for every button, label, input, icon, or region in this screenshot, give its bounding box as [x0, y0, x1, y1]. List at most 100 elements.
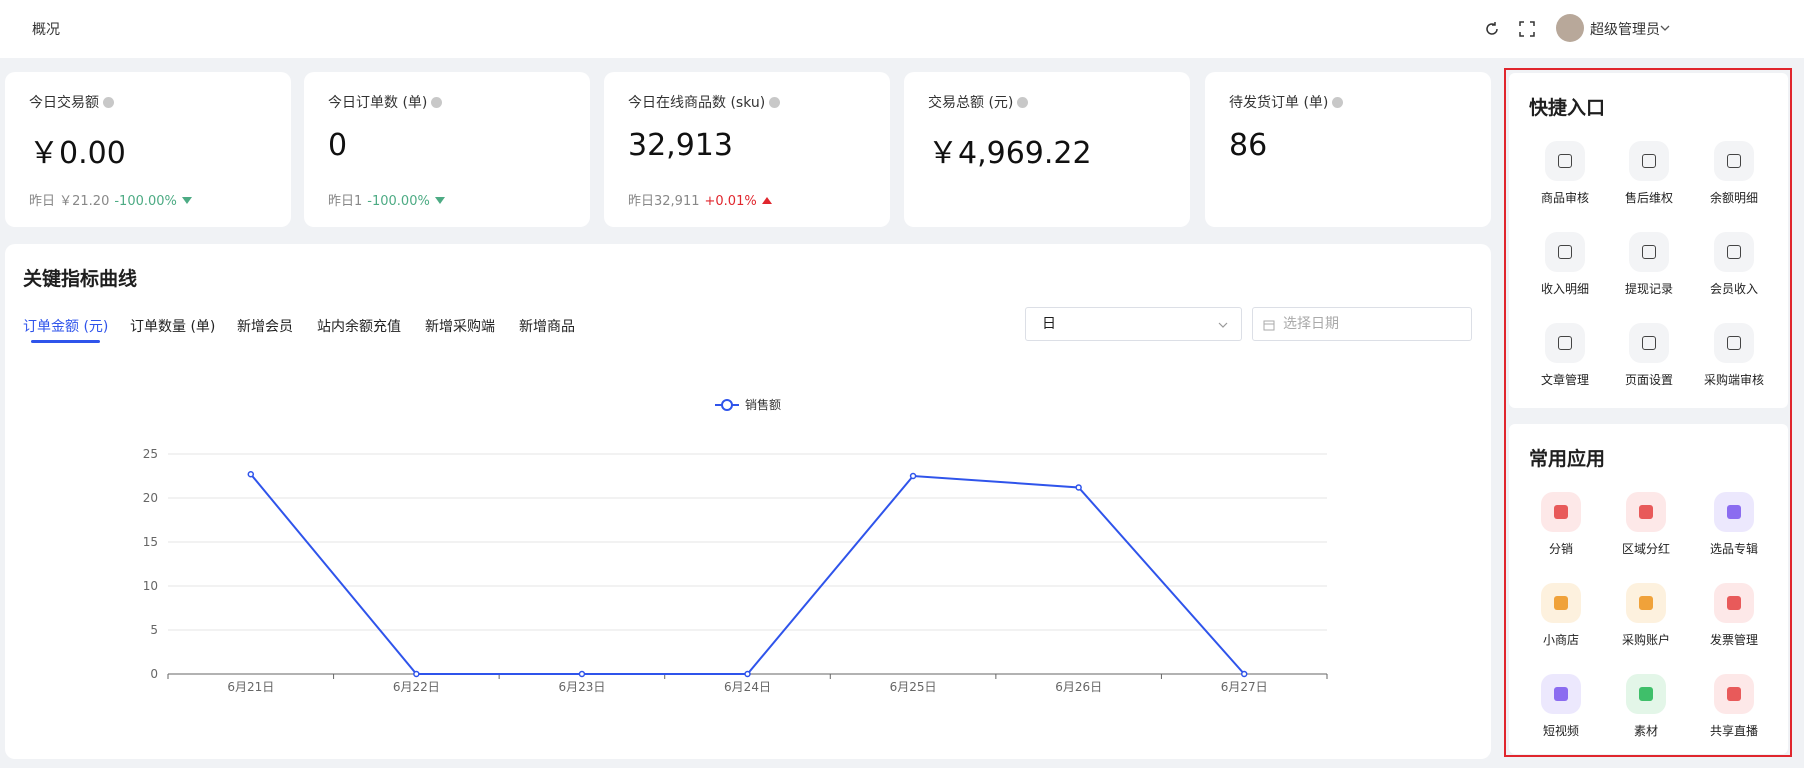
grid-item[interactable]: 会员收入	[1692, 232, 1776, 297]
grid-item[interactable]: 页面设置	[1607, 323, 1691, 388]
item-label: 采购账户	[1621, 633, 1670, 647]
data-point	[413, 670, 420, 678]
tab[interactable]: 新增会员	[237, 319, 293, 335]
quick-entry-title: 快捷入口	[1529, 97, 1606, 119]
item-label: 小商店	[1542, 633, 1579, 647]
top-bar: 概况 超级管理员	[0, 0, 1804, 58]
grid-item[interactable]: 区域分红	[1604, 492, 1688, 557]
avatar[interactable]	[1556, 14, 1584, 42]
date-placeholder: 选择日期	[1283, 316, 1339, 332]
tab[interactable]: 订单金额 (元)	[23, 316, 108, 343]
y-tick-label: 15	[143, 535, 158, 549]
info-icon	[103, 97, 114, 108]
stat-compare: 昨日32,911 +0.01%	[628, 190, 772, 209]
grid-item[interactable]: 分销	[1519, 492, 1603, 557]
tab[interactable]: 新增商品	[519, 319, 575, 335]
date-picker[interactable]: 选择日期	[1252, 307, 1472, 341]
select-arrow	[1218, 322, 1228, 328]
item-icon	[1626, 583, 1666, 623]
line-chart: 0 5 10 15 20 25 6月21日 6月22日 6月23日 6月24日 6月25日 6月26日…	[143, 397, 1328, 694]
item-glyph	[1558, 336, 1572, 350]
grid-item[interactable]: 余额明细	[1692, 141, 1776, 206]
stat-label-text: 待发货订单 (单)	[1229, 95, 1329, 111]
item-label: 提现记录	[1624, 282, 1673, 296]
grid-item[interactable]: 采购端审核	[1692, 323, 1776, 388]
info-icon	[431, 97, 443, 108]
grid-item[interactable]: 收入明细	[1523, 232, 1607, 297]
change: -100.00%	[367, 194, 445, 209]
item-label: 文章管理	[1540, 373, 1589, 387]
item-icon	[1714, 141, 1754, 181]
y-tick-label: 10	[143, 579, 158, 593]
item-icon	[1629, 232, 1669, 272]
item-glyph	[1642, 245, 1656, 259]
item-icon	[1714, 323, 1754, 363]
stat-label-text: 今日在线商品数 (sku)	[628, 95, 766, 111]
item-label: 收入明细	[1540, 282, 1589, 296]
stat-value: ￥4,969.22	[928, 136, 1092, 171]
grid-item[interactable]: 素材	[1604, 674, 1688, 739]
change-text: -100.00%	[367, 194, 430, 209]
grid-item[interactable]: 提现记录	[1607, 232, 1691, 297]
tab[interactable]: 新增采购端	[425, 319, 495, 335]
item-icon	[1626, 674, 1666, 714]
item-icon	[1629, 141, 1669, 181]
stat-label: 今日订单数 (单)	[328, 92, 443, 112]
data-point	[744, 670, 751, 678]
period-value: 日	[1042, 316, 1056, 332]
data-point	[1240, 670, 1248, 678]
breadcrumb[interactable]: 概况	[32, 22, 60, 38]
tab[interactable]: 站内余额充值	[317, 319, 401, 335]
tab[interactable]: 订单数量 (单)	[130, 319, 216, 335]
item-label: 会员收入	[1709, 282, 1758, 296]
item-icon	[1629, 323, 1669, 363]
grid-item[interactable]: 小商店	[1519, 583, 1603, 648]
change-text: +0.01%	[704, 194, 757, 209]
x-tick-label: 6月22日	[393, 680, 440, 694]
grid-item[interactable]: 共享直播	[1692, 674, 1776, 739]
item-glyph	[1639, 687, 1653, 701]
legend-marker	[721, 399, 733, 411]
grid-item[interactable]: 采购账户	[1604, 583, 1688, 648]
item-label: 商品审核	[1540, 191, 1589, 205]
item-label: 售后维权	[1624, 191, 1673, 205]
stat-label-text: 今日交易额	[29, 95, 99, 111]
fullscreen-icon[interactable]	[1519, 21, 1535, 37]
data-point	[247, 470, 255, 478]
y-tick-label: 5	[150, 623, 158, 637]
item-icon	[1545, 232, 1585, 272]
stat-label: 交易总额 (元)	[928, 92, 1029, 112]
item-glyph	[1639, 505, 1653, 519]
stat-label-text: 今日订单数 (单)	[328, 95, 428, 111]
user-name[interactable]: 超级管理员	[1590, 22, 1660, 38]
grid-item[interactable]: 发票管理	[1692, 583, 1776, 648]
legend-label: 销售额	[745, 397, 781, 412]
item-icon	[1714, 674, 1754, 714]
grid-item[interactable]: 短视频	[1519, 674, 1603, 739]
refresh-icon[interactable]	[1484, 21, 1500, 37]
grid-item[interactable]: 选品专辑	[1692, 492, 1776, 557]
trend-arrow	[761, 197, 772, 204]
item-label: 选品专辑	[1709, 542, 1758, 556]
item-glyph	[1727, 687, 1741, 701]
grid-item[interactable]: 售后维权	[1607, 141, 1691, 206]
stat-value: 0	[328, 128, 348, 163]
period-select[interactable]: 日	[1025, 307, 1242, 341]
data-point	[909, 472, 917, 480]
item-label: 分销	[1548, 542, 1573, 556]
series-line	[250, 473, 1245, 675]
item-glyph	[1554, 505, 1568, 519]
stat-card: 待发货订单 (单) 86	[1205, 72, 1491, 227]
item-label: 短视频	[1542, 724, 1579, 738]
compare-label: 昨日1	[328, 194, 363, 209]
stat-compare: 昨日 ￥21.20 -100.00%	[29, 190, 192, 209]
item-icon	[1714, 583, 1754, 623]
data-point	[578, 670, 586, 678]
grid-item[interactable]: 商品审核	[1523, 141, 1607, 206]
trend-arrow	[181, 197, 192, 204]
item-icon	[1545, 323, 1585, 363]
grid-item[interactable]: 文章管理	[1523, 323, 1607, 388]
dropdown-arrow[interactable]	[1659, 22, 1671, 34]
